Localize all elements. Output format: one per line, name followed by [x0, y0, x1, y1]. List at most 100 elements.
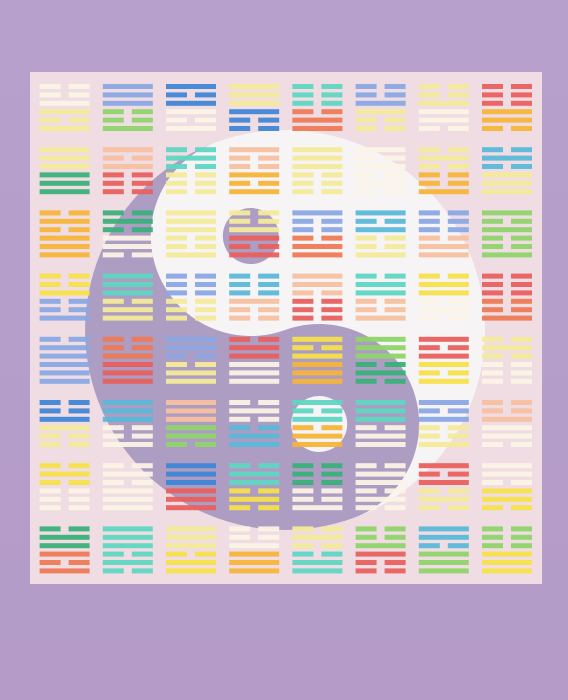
- hexagram-line: [418, 425, 440, 431]
- hexagram-line: [292, 155, 343, 161]
- hexagram-line: [229, 252, 280, 258]
- hexagram-line: [482, 408, 503, 414]
- hexagram-line: [229, 551, 280, 557]
- hexagram-line: [418, 172, 440, 178]
- hexagram-line: [39, 463, 61, 469]
- hexagram-line: [39, 273, 61, 279]
- hexagram-line: [229, 92, 280, 98]
- hexagram-line: [39, 408, 61, 414]
- hexagram-line: [418, 336, 469, 342]
- hexagram-line: [482, 560, 532, 565]
- hexagram-line: [511, 273, 532, 279]
- hexagram-line: [229, 345, 280, 351]
- hexagram-line: [68, 307, 90, 313]
- hexagram-line: [229, 155, 251, 161]
- hexagram-line: [482, 189, 532, 195]
- hexagram-line: [447, 164, 469, 169]
- hexagram-line: [292, 126, 343, 131]
- hexagram-line: [39, 180, 90, 186]
- hexagram-line: [292, 147, 343, 153]
- hexagram-line: [195, 273, 216, 279]
- hexagram-line: [384, 560, 406, 565]
- hexagram-line: [292, 353, 343, 359]
- hexagram-line: [447, 433, 469, 439]
- hexagram-line: [355, 298, 377, 304]
- hexagram-line: [102, 463, 124, 469]
- hexagram-line: [482, 425, 532, 431]
- hexagram-line: [229, 172, 280, 178]
- hexagram-line: [384, 463, 406, 469]
- hexagram-line: [166, 100, 216, 106]
- hexagram-line: [418, 273, 440, 279]
- hexagram-line: [482, 210, 532, 216]
- hexagram-line: [418, 315, 440, 321]
- hexagram-line: [384, 307, 406, 313]
- hexagram-line: [131, 180, 153, 186]
- hexagram-grid: [39, 84, 532, 574]
- hexagram-line: [229, 290, 251, 296]
- hexagram-line: [355, 172, 377, 178]
- hexagram-line: [482, 416, 532, 422]
- hexagram-line: [418, 244, 469, 249]
- hexagram-line: [258, 218, 280, 224]
- hexagram-line: [482, 568, 532, 574]
- hexagram-line: [39, 362, 90, 367]
- hexagram-line: [384, 84, 406, 89]
- hexagram-line: [166, 147, 187, 153]
- hexagram-line: [258, 416, 280, 422]
- hexagram-line: [292, 534, 343, 540]
- hexagram-line: [166, 496, 216, 502]
- hexagram-line: [292, 100, 314, 106]
- hexagram-line: [292, 117, 343, 123]
- hexagram-line: [447, 273, 469, 279]
- hexagram-line: [418, 560, 469, 565]
- hexagram-line: [482, 84, 503, 89]
- hexagram-line: [229, 408, 280, 414]
- hexagram-line: [39, 416, 90, 422]
- hexagram-line: [482, 180, 532, 186]
- hexagram-line: [418, 408, 440, 414]
- hexagram-line: [39, 210, 61, 216]
- hexagram-line: [321, 551, 343, 557]
- hexagram-line: [355, 488, 377, 494]
- hexagram-line: [355, 92, 377, 98]
- hexagram-line: [39, 227, 61, 233]
- hexagram-line: [68, 84, 90, 89]
- hexagram-line: [292, 471, 314, 477]
- hexagram-line: [482, 378, 503, 384]
- hexagram-line: [102, 433, 124, 439]
- hexagram-line: [131, 117, 153, 123]
- hexagram-line: [447, 298, 469, 304]
- hexagram-line: [166, 315, 187, 321]
- hexagram-line: [321, 84, 343, 89]
- hexagram-line: [482, 442, 503, 447]
- hexagram-line: [292, 189, 314, 195]
- hexagram-line: [292, 290, 314, 296]
- hexagram-line: [321, 290, 343, 296]
- hexagram-line: [447, 408, 469, 414]
- hexagram-line: [355, 526, 377, 532]
- hexagram-line: [102, 353, 153, 359]
- hexagram-line: [102, 471, 153, 477]
- hexagram-line: [102, 147, 153, 153]
- hexagram-line: [384, 189, 406, 195]
- hexagram-line: [292, 442, 343, 447]
- hexagram-line: [166, 568, 216, 574]
- hexagram-line: [292, 315, 314, 321]
- hexagram-line: [511, 543, 532, 549]
- hexagram-line: [39, 353, 90, 359]
- hexagram-line: [229, 543, 280, 549]
- hexagram-line: [195, 92, 216, 98]
- hexagram-line: [131, 568, 153, 574]
- hexagram-line: [447, 370, 469, 376]
- hexagram-line: [166, 117, 187, 123]
- hexagram-line: [418, 126, 440, 131]
- hexagram-line: [68, 408, 90, 414]
- hexagram-line: [229, 218, 251, 224]
- hexagram-line: [195, 362, 216, 367]
- hexagram-line: [102, 84, 153, 89]
- hexagram-line: [229, 164, 251, 169]
- hexagram-line: [321, 92, 343, 98]
- hexagram-line: [39, 84, 61, 89]
- hexagram-line: [68, 480, 90, 485]
